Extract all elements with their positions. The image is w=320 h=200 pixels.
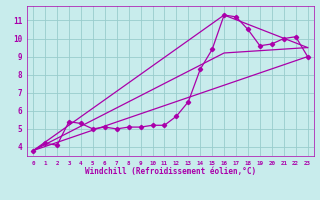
- X-axis label: Windchill (Refroidissement éolien,°C): Windchill (Refroidissement éolien,°C): [85, 167, 256, 176]
